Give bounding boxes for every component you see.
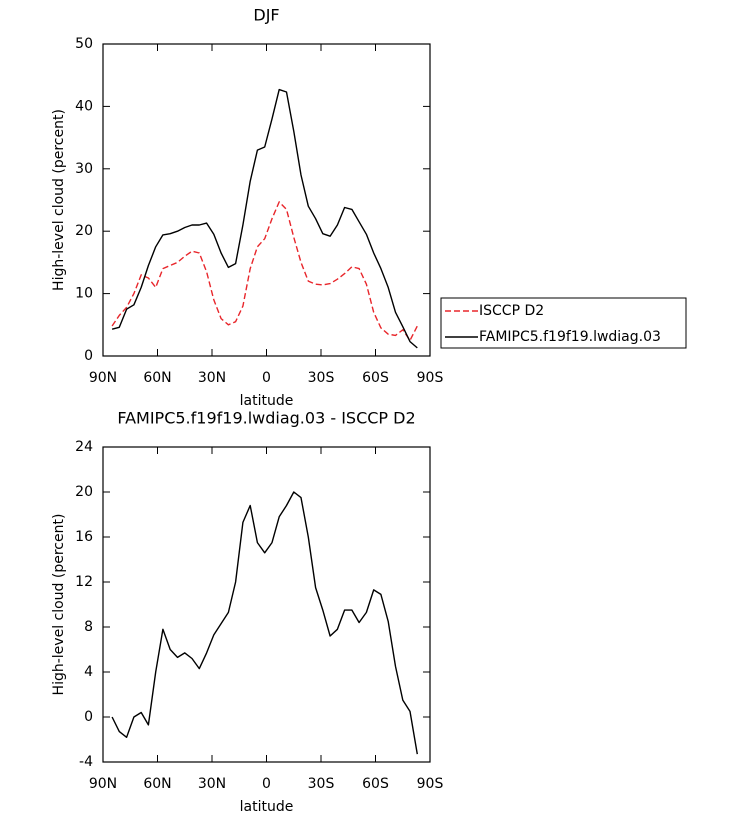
x-tick-label: 90S: [417, 776, 444, 792]
y-tick-label: 16: [75, 529, 93, 545]
legend-box: [440, 297, 687, 349]
panel-title: DJF: [253, 6, 279, 25]
legend: ISCCP D2 FAMIPC5.f19f19.lwdiag.03: [440, 297, 687, 349]
y-tick-label: 40: [75, 98, 93, 114]
y-axis-label: High-level cloud (percent): [51, 514, 67, 696]
legend-label: ISCCP D2: [479, 303, 544, 319]
panel: FAMIPC5.f19f19.lwdiag.03 - ISCCP D2 latit…: [51, 409, 443, 816]
data-line: [111, 201, 418, 342]
y-tick-label: 0: [84, 348, 93, 364]
x-axis-label: latitude: [240, 799, 294, 815]
y-tick-label: 20: [75, 484, 93, 500]
y-tick-label: 30: [75, 161, 93, 177]
y-tick-label: 4: [84, 664, 93, 680]
y-tick-label: 10: [75, 286, 93, 302]
y-tick-label: -4: [79, 754, 93, 770]
x-tick-label: 30S: [308, 370, 335, 386]
x-tick-label: 60N: [143, 776, 171, 792]
legend-label: FAMIPC5.f19f19.lwdiag.03: [479, 329, 661, 345]
y-tick-label: 24: [75, 439, 93, 455]
y-axis-label: High-level cloud (percent): [51, 109, 67, 291]
x-tick-label: 90N: [89, 776, 117, 792]
x-tick-label: 60N: [143, 370, 171, 386]
plot-frame: [102, 43, 431, 357]
x-tick-label: 90S: [417, 370, 444, 386]
x-tick-label: 30N: [198, 370, 226, 386]
y-tick-label: 8: [84, 619, 93, 635]
x-axis-label: latitude: [240, 393, 294, 409]
panel: DJF latitude High-level cloud (percent) 0 10…: [51, 6, 687, 409]
data-line: [111, 491, 418, 755]
x-tick-label: 90N: [89, 370, 117, 386]
x-tick-label: 60S: [362, 776, 389, 792]
y-tick-label: 20: [75, 223, 93, 239]
x-tick-label: 0: [262, 370, 271, 386]
panel-title: FAMIPC5.f19f19.lwdiag.03 - ISCCP D2: [117, 409, 415, 428]
x-tick-label: 30S: [308, 776, 335, 792]
x-tick-label: 30N: [198, 776, 226, 792]
y-tick-label: 50: [75, 36, 93, 52]
x-tick-label: 60S: [362, 370, 389, 386]
x-tick-label: 0: [262, 776, 271, 792]
plot-frame: [102, 446, 431, 763]
y-tick-label: 12: [75, 574, 93, 590]
data-line: [111, 88, 418, 349]
y-tick-label: 0: [84, 709, 93, 725]
